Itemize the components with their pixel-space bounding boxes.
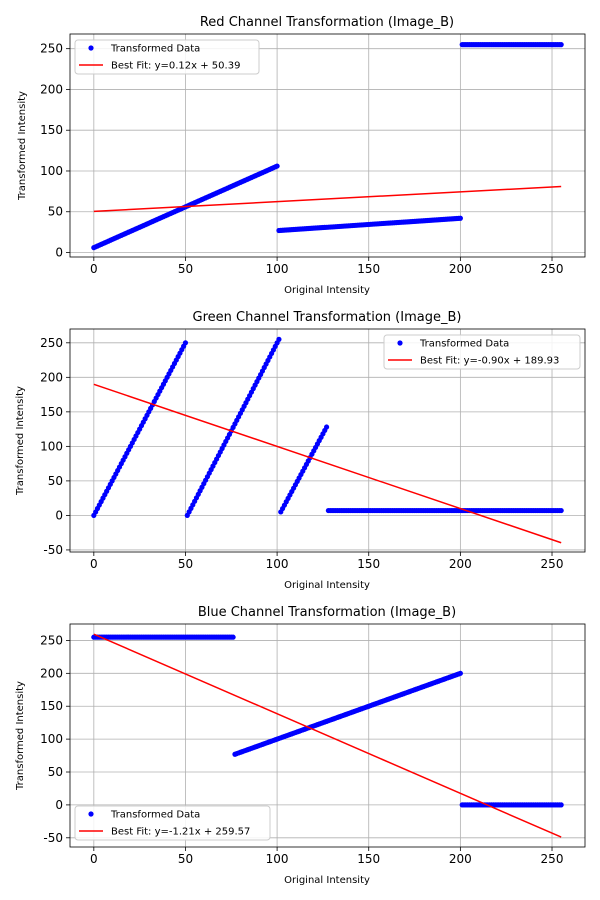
x-tick-label: 0 bbox=[90, 557, 98, 571]
plot-title: Green Channel Transformation (Image_B) bbox=[193, 310, 462, 325]
x-tick-label: 150 bbox=[357, 852, 380, 866]
ticks: 0 50 100 150 200 250 -50 0 50 100 150 200 250 bbox=[40, 633, 563, 866]
y-tick-label: 0 bbox=[55, 508, 63, 522]
legend-fit-label: Best Fit: y=0.12x + 50.39 bbox=[111, 61, 240, 72]
plot-title: Red Channel Transformation (Image_B) bbox=[200, 15, 454, 30]
data-point bbox=[230, 634, 236, 640]
x-tick-label: 50 bbox=[178, 262, 193, 276]
y-tick-label: 200 bbox=[40, 370, 63, 384]
y-tick-label: 0 bbox=[55, 246, 63, 260]
x-axis-label: Original Intensity bbox=[284, 580, 370, 591]
data-point bbox=[457, 215, 463, 221]
grid bbox=[70, 624, 585, 847]
y-tick-label: 150 bbox=[40, 405, 63, 419]
x-axis-label: Original Intensity bbox=[284, 285, 370, 296]
legend: Transformed Data Best Fit: y=-0.90x + 18… bbox=[383, 334, 581, 370]
y-tick-label: 100 bbox=[40, 732, 63, 746]
legend-box bbox=[74, 39, 260, 75]
data-point bbox=[182, 340, 189, 346]
legend: Transformed Data Best Fit: y=0.12x + 50.… bbox=[74, 39, 260, 75]
y-tick-label: 150 bbox=[40, 699, 63, 713]
legend-scatter-label: Transformed Data bbox=[110, 810, 200, 821]
y-axis-label: Transformed Intensity bbox=[15, 386, 26, 496]
legend-box bbox=[74, 805, 271, 841]
best-fit-line bbox=[93, 633, 562, 838]
data-point bbox=[276, 336, 282, 342]
green-channel-subplot: Green Channel Transformation (Image_B) 0… bbox=[15, 310, 586, 591]
x-tick-label: 200 bbox=[449, 852, 472, 866]
y-tick-label: 50 bbox=[48, 765, 63, 779]
x-tick-label: 50 bbox=[178, 852, 193, 866]
x-tick-label: 150 bbox=[357, 262, 380, 276]
y-axis-label: Transformed Intensity bbox=[15, 681, 26, 791]
y-axis-label: Transformed Intensity bbox=[17, 91, 28, 201]
y-tick-label: 100 bbox=[40, 164, 63, 178]
y-tick-label: 50 bbox=[48, 205, 63, 219]
blue-channel-subplot: Blue Channel Transformation (Image_B) 0 5… bbox=[15, 605, 586, 886]
y-tick-label: 200 bbox=[40, 82, 63, 96]
data-point bbox=[457, 670, 463, 676]
x-tick-label: 250 bbox=[541, 852, 564, 866]
x-tick-label: 0 bbox=[90, 852, 98, 866]
legend-scatter-label: Transformed Data bbox=[110, 44, 200, 55]
ticks: 0 50 100 150 200 250 0 50 100 150 200 250 bbox=[40, 42, 563, 276]
red-channel-subplot: Red Channel Transformation (Image_B) 0 50… bbox=[17, 15, 586, 296]
axes-frame bbox=[69, 33, 586, 258]
ticks: 0 50 100 150 200 250 -50 0 50 100 150 200 250 bbox=[40, 336, 563, 571]
data-point bbox=[558, 507, 564, 514]
data-layer bbox=[91, 633, 564, 838]
data-layer bbox=[91, 336, 564, 544]
legend-scatter-marker bbox=[88, 811, 94, 817]
y-tick-label: 100 bbox=[40, 439, 63, 453]
x-tick-label: 250 bbox=[541, 557, 564, 571]
legend-scatter-marker bbox=[88, 45, 94, 51]
legend-fit-label: Best Fit: y=-1.21x + 259.57 bbox=[111, 827, 250, 838]
data-layer bbox=[91, 41, 564, 251]
x-tick-label: 200 bbox=[449, 557, 472, 571]
y-tick-label: 200 bbox=[40, 666, 63, 680]
y-tick-label: 0 bbox=[55, 798, 63, 812]
y-tick-label: 250 bbox=[40, 42, 63, 56]
legend-fit-label: Best Fit: y=-0.90x + 189.93 bbox=[420, 356, 559, 367]
data-point bbox=[274, 163, 280, 169]
data-point bbox=[558, 802, 564, 808]
legend-scatter-label: Transformed Data bbox=[419, 339, 509, 350]
y-tick-label: 250 bbox=[40, 633, 63, 647]
axes-frame bbox=[69, 623, 586, 848]
legend-scatter-marker bbox=[397, 340, 403, 346]
x-tick-label: 100 bbox=[266, 262, 289, 276]
y-tick-label: -50 bbox=[43, 543, 63, 557]
x-tick-label: 0 bbox=[90, 262, 98, 276]
x-tick-label: 100 bbox=[266, 557, 289, 571]
legend-box bbox=[383, 334, 581, 370]
axes-frame bbox=[69, 328, 586, 553]
y-tick-label: 250 bbox=[40, 336, 63, 350]
legend: Transformed Data Best Fit: y=-1.21x + 25… bbox=[74, 805, 271, 841]
x-tick-label: 150 bbox=[357, 557, 380, 571]
y-tick-label: 150 bbox=[40, 123, 63, 137]
data-point bbox=[323, 424, 330, 430]
y-tick-label: 50 bbox=[48, 474, 63, 488]
x-axis-label: Original Intensity bbox=[284, 875, 370, 886]
plot-title: Blue Channel Transformation (Image_B) bbox=[198, 605, 456, 620]
best-fit-line bbox=[93, 383, 562, 544]
x-tick-label: 50 bbox=[178, 557, 193, 571]
x-tick-label: 250 bbox=[541, 262, 564, 276]
x-tick-label: 100 bbox=[266, 852, 289, 866]
x-tick-label: 200 bbox=[449, 262, 472, 276]
y-tick-label: -50 bbox=[43, 831, 63, 845]
data-point bbox=[558, 41, 564, 48]
best-fit-line bbox=[93, 185, 562, 213]
